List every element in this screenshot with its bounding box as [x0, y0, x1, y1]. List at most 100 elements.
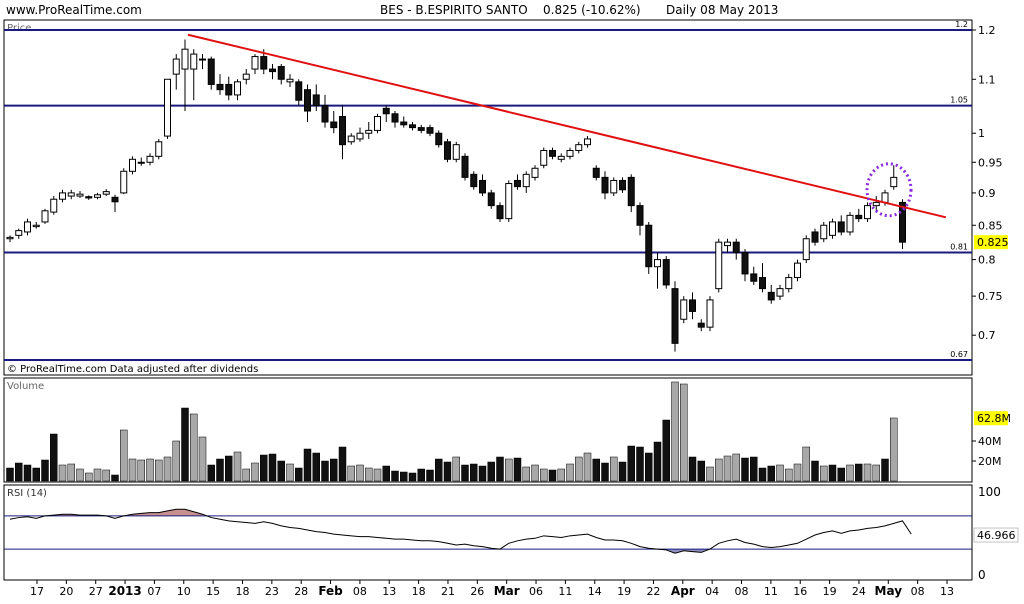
rsi-tick-label: 0: [978, 568, 986, 582]
candle-body: [190, 53, 198, 70]
candle: [759, 263, 766, 293]
volume-bar: [697, 460, 705, 482]
price-tick-label: 1.2: [978, 24, 996, 37]
x-tick-label: 19: [617, 585, 631, 598]
candle-body: [881, 192, 889, 203]
volume-bar: [338, 446, 347, 482]
candle-body: [872, 201, 880, 207]
volume-bar: [85, 472, 93, 482]
x-tick-label: 11: [764, 585, 778, 598]
candle-body: [242, 73, 250, 80]
volume-panel[interactable]: [3, 377, 973, 483]
candle: [636, 202, 644, 236]
candle-body: [120, 170, 128, 194]
x-tick-label: 13: [940, 585, 954, 598]
volume-bar: [146, 458, 154, 482]
candle: [347, 133, 355, 145]
candle-body: [94, 194, 101, 198]
candle-body: [129, 158, 136, 172]
volume-bar: [645, 452, 653, 482]
candle: [356, 127, 364, 142]
volume-bar: [496, 456, 504, 482]
candle: [15, 228, 23, 239]
x-tick-label: 16: [793, 585, 807, 598]
candle: [444, 138, 451, 163]
candle: [794, 259, 801, 282]
x-tick-label: 13: [382, 585, 396, 598]
volume-bar: [610, 456, 618, 482]
volume-bar: [50, 433, 58, 482]
volume-bar: [111, 474, 119, 482]
candle-body: [137, 161, 145, 164]
candle: [146, 153, 154, 166]
volume-bar: [513, 457, 522, 482]
volume-bar: [618, 461, 627, 482]
price-tick-label: 1.1: [978, 73, 996, 86]
candle: [120, 168, 128, 195]
volume-bar: [286, 463, 294, 482]
volume-bar: [32, 467, 40, 482]
volume-bar: [443, 461, 452, 482]
candle-body: [829, 221, 836, 236]
candle: [706, 296, 714, 332]
period-label: Daily 08 May 2013: [666, 3, 778, 17]
volume-bar: [557, 468, 565, 482]
price-panel[interactable]: [3, 19, 973, 376]
volume-bar: [636, 446, 644, 482]
x-tick-label: 15: [206, 585, 220, 598]
last-rsi-box: [973, 527, 1019, 543]
volume-tick-label: 20M: [978, 455, 1002, 468]
quote-label: 0.825 (-10.62%): [543, 3, 641, 17]
candle: [435, 130, 443, 148]
volume-bar: [828, 464, 837, 482]
volume-bar: [155, 459, 163, 482]
volume-bar: [592, 458, 600, 482]
candle: [846, 212, 854, 236]
candle-body: [627, 176, 635, 207]
volume-bar: [837, 467, 845, 482]
site-label[interactable]: www.ProRealTime.com: [6, 3, 142, 17]
highlight-ellipse: [865, 162, 913, 218]
volume-bar: [15, 462, 23, 482]
candle: [365, 122, 373, 139]
candle-body: [24, 221, 31, 233]
volume-bar: [408, 472, 417, 482]
volume-bar: [251, 462, 259, 482]
volume-bar: [23, 464, 32, 482]
candle: [24, 218, 31, 236]
candle-body: [697, 322, 705, 328]
volume-bar: [863, 463, 872, 482]
candle: [689, 292, 696, 320]
candle-body: [321, 105, 329, 123]
candle-body: [67, 192, 75, 197]
volume-bar: [522, 466, 530, 482]
volume-bar: [198, 436, 207, 482]
level-label: 1.05: [950, 96, 968, 105]
candle-body: [715, 241, 723, 290]
volume-bar: [435, 458, 443, 482]
volume-bar: [233, 451, 242, 482]
candle: [409, 122, 416, 131]
volume-bar: [715, 458, 723, 482]
candle-body: [820, 224, 828, 240]
candle-body: [356, 132, 364, 140]
candle: [566, 147, 574, 160]
candle: [557, 153, 565, 163]
candle: [269, 64, 276, 80]
x-tick-label: 10: [177, 585, 191, 598]
volume-bar: [260, 454, 268, 482]
volume-bar: [67, 463, 75, 482]
candle: [461, 153, 469, 181]
volume-bar: [163, 456, 172, 482]
candle: [890, 165, 898, 190]
candle-body: [111, 196, 119, 203]
volume-bar: [846, 464, 854, 482]
candle: [417, 124, 425, 134]
candle-body: [890, 176, 898, 188]
last-rsi-label: 46.966: [977, 529, 1016, 542]
volume-bar: [295, 467, 303, 482]
rsi-tick-label: 100: [978, 485, 1001, 499]
candle-body: [295, 81, 303, 101]
rsi-panel[interactable]: [3, 484, 973, 581]
